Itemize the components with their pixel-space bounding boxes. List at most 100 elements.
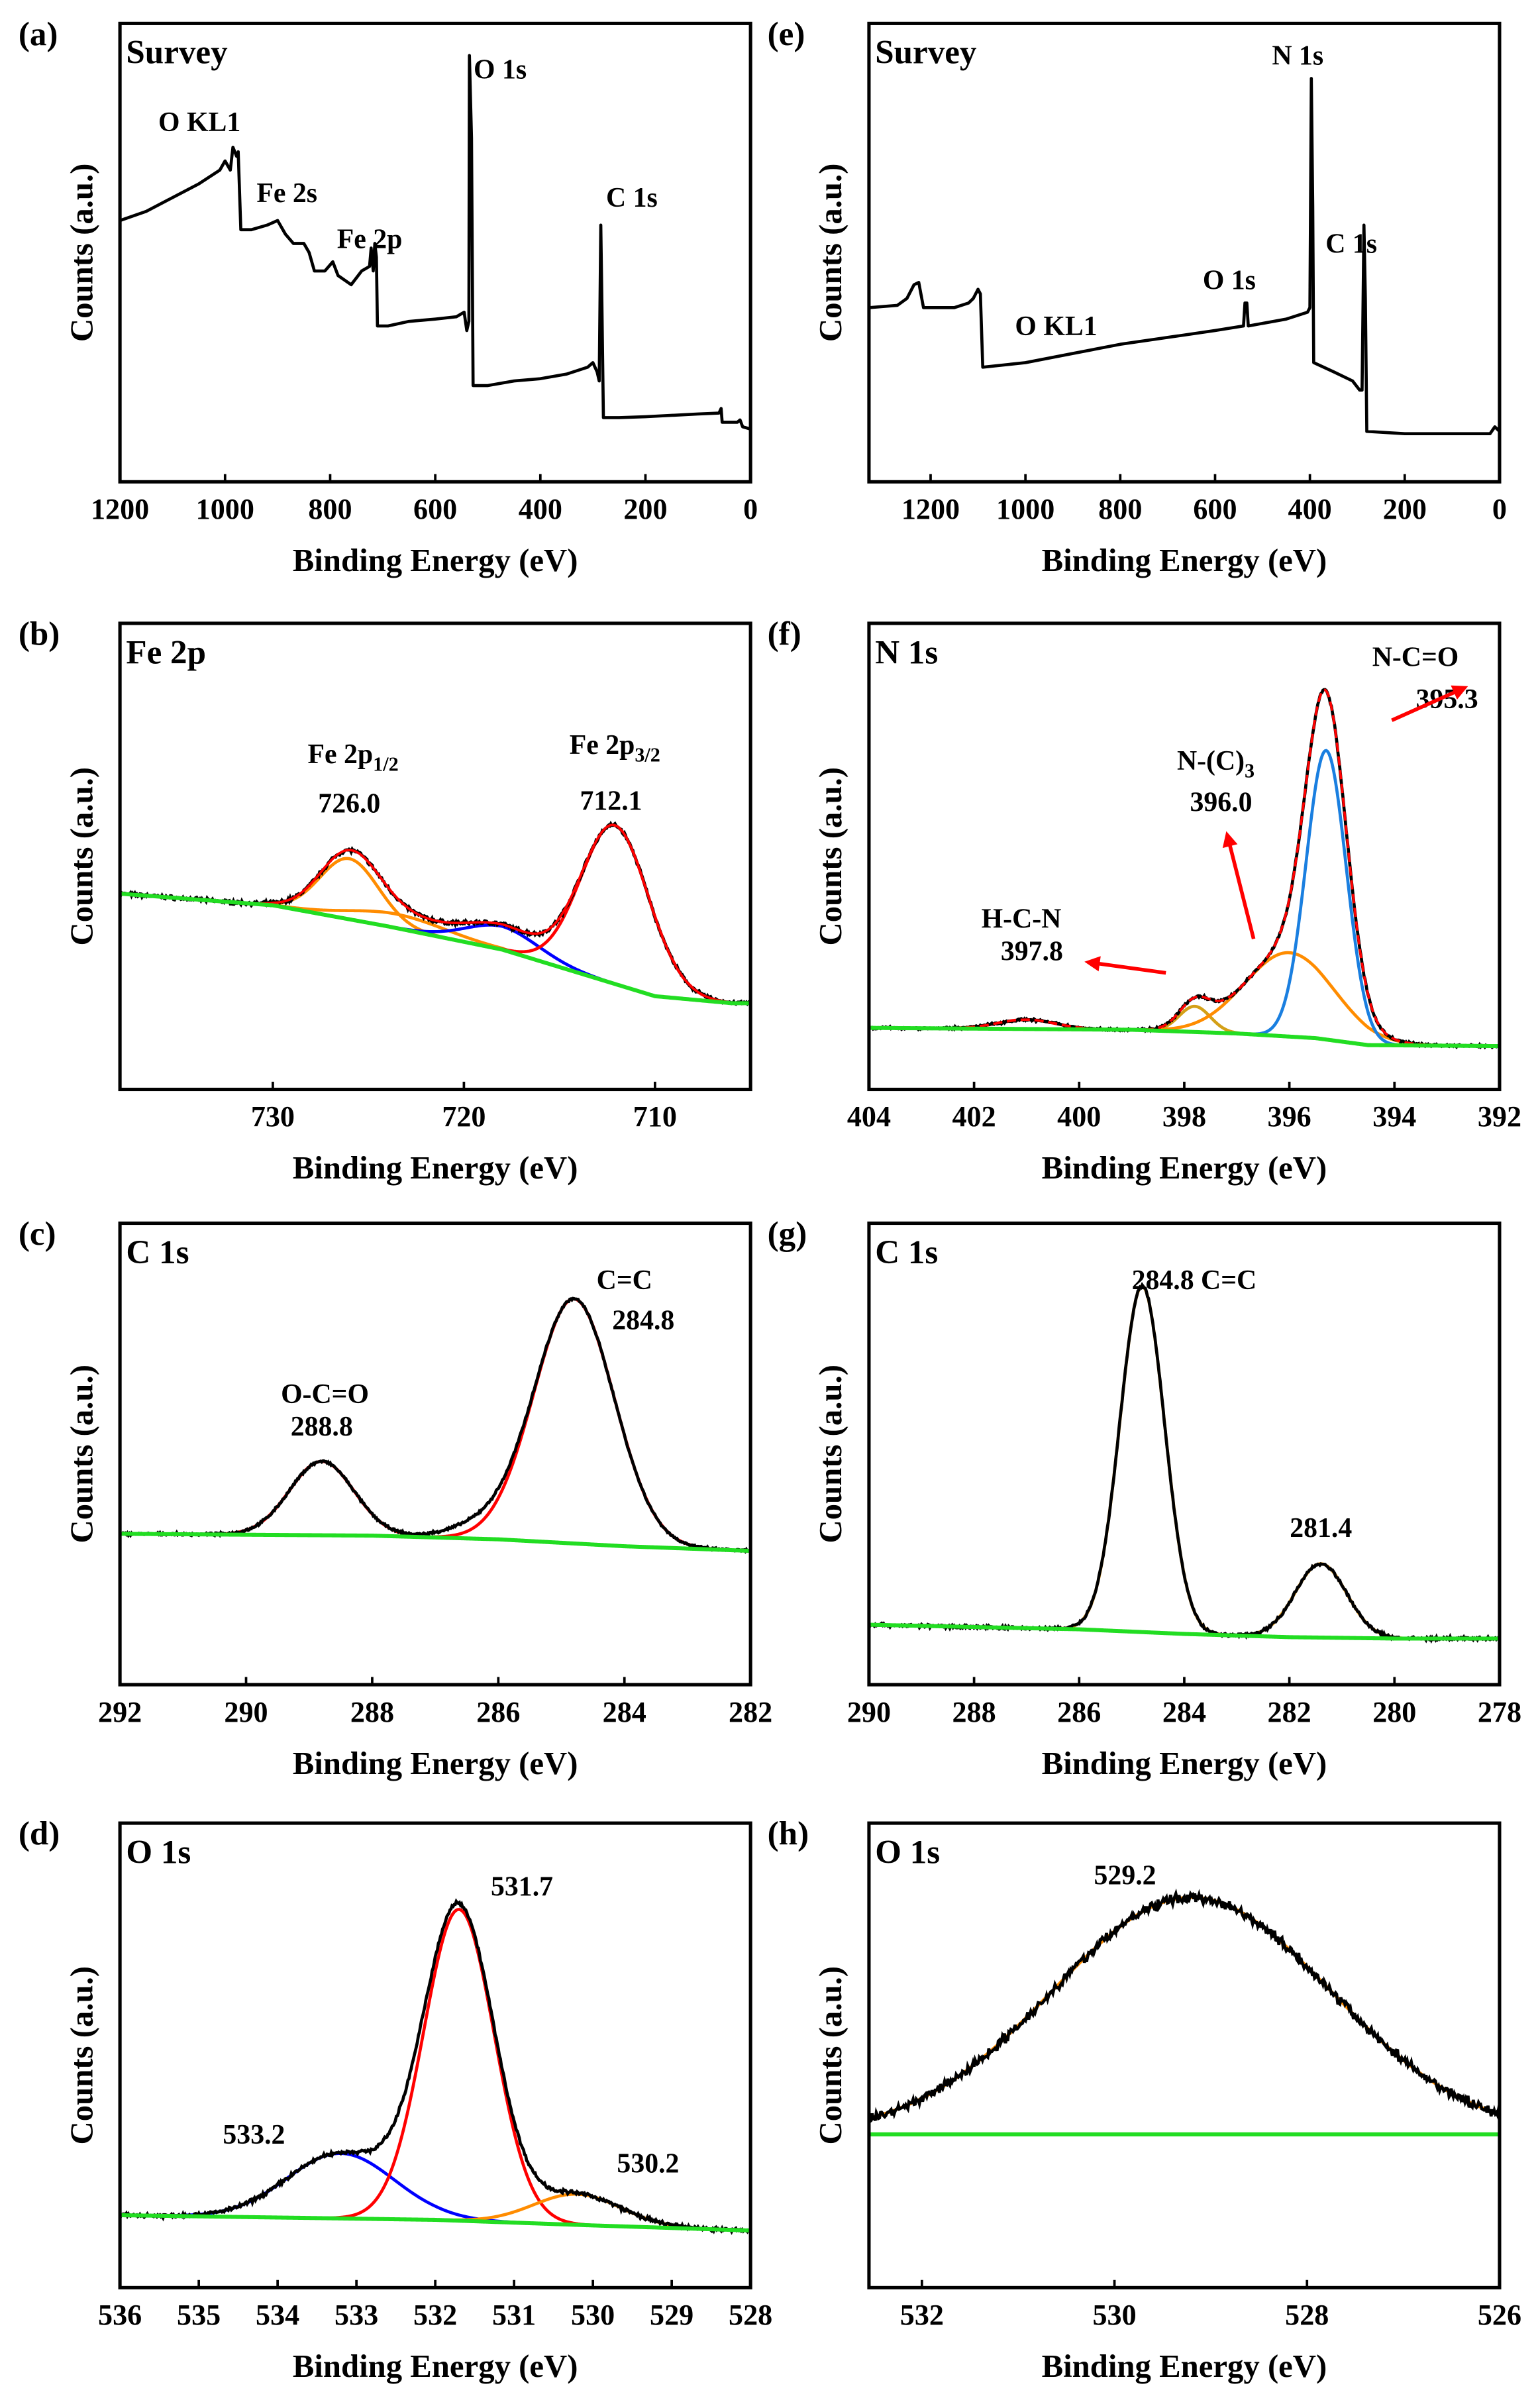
x-tick-label: 392 [1478, 1100, 1521, 1133]
peak-annotation: N-C=O [1372, 643, 1459, 673]
x-tick-label: 282 [729, 1696, 772, 1728]
fit-envelope-line [120, 823, 751, 1005]
fit-component-line [120, 823, 751, 1005]
peak-annotation: O KL1 [1015, 311, 1097, 342]
x-tick-label: 710 [633, 1100, 677, 1133]
x-tick-label: 288 [350, 1696, 394, 1728]
y-axis-title: Counts (a.u.) [813, 767, 848, 946]
plot-frame [118, 621, 752, 1092]
x-axis-title: Binding Energy (eV) [1042, 2348, 1327, 2384]
peak-annotation: 712.1 [580, 786, 642, 816]
plot-area [120, 54, 751, 431]
x-tick-label: 529 [650, 2299, 693, 2331]
experimental-spectrum-line [868, 1888, 1500, 2124]
x-tick-label: 528 [1285, 2299, 1329, 2331]
panel-h: 532 530 528 526 Binding Energy (eV) Counts (a… [768, 1815, 1521, 2384]
x-axis-title: Binding Energy (eV) [293, 1150, 578, 1186]
panel-title: Survey [875, 34, 977, 72]
x-tick-label: 536 [98, 2299, 142, 2331]
plot-frame [118, 21, 752, 484]
plot-frame [867, 621, 1502, 1092]
panel-title: Survey [126, 34, 228, 72]
peak-annotation: N-(C)3 [1177, 746, 1255, 782]
fit-component-line [120, 892, 751, 1005]
panel-g: 290 288 286 284 282 280 278 Binding Energy (eV)… [768, 1215, 1521, 1781]
plot-area [120, 1898, 751, 2235]
x-tick-label: 288 [952, 1696, 996, 1728]
plot-frame [867, 21, 1502, 484]
fit-component-line [120, 892, 751, 1005]
x-tick-label: 278 [1478, 1696, 1521, 1728]
panel-title: O 1s [126, 1833, 191, 1871]
panel-title: C 1s [126, 1233, 189, 1271]
experimental-spectrum-line [868, 1282, 1500, 1644]
peak-annotation: 396.0 [1190, 787, 1252, 817]
plot-area [120, 1296, 751, 1554]
x-axis-title: Binding Energy (eV) [293, 543, 578, 578]
x-tick-label: 535 [177, 2299, 221, 2331]
peak-annotation: Fe 2p3/2 [570, 730, 660, 766]
x-tick-label: 530 [1092, 2299, 1136, 2331]
x-tick-label: 290 [224, 1696, 268, 1728]
x-axis-title: Binding Energy (eV) [1042, 1150, 1327, 1186]
x-axis-title: Binding Energy (eV) [293, 1746, 578, 1781]
annotation-subscript: 3 [1245, 759, 1255, 782]
y-axis-title: Counts (a.u.) [813, 1365, 848, 1544]
fit-component-line [868, 749, 1500, 1048]
x-tick-label: 396 [1268, 1100, 1311, 1133]
peak-annotation: 288.8 [291, 1412, 353, 1442]
peak-annotation: Fe 2p [337, 224, 403, 254]
fit-envelope-line [868, 688, 1500, 1047]
panel-title: C 1s [875, 1233, 938, 1271]
x-tick-label: 284 [1162, 1696, 1206, 1728]
x-tick-label: 0 [1492, 493, 1507, 525]
x-tick-label: 1000 [196, 493, 254, 525]
x-tick-label: 292 [98, 1696, 142, 1728]
arrowhead-icon [1222, 831, 1238, 849]
experimental-spectrum-line [120, 1296, 751, 1554]
peak-annotation: 395.3 [1416, 684, 1478, 715]
x-tick-label: 1000 [996, 493, 1054, 525]
experimental-spectrum-line [868, 688, 1500, 1050]
annotation-arrow-line [1391, 689, 1458, 722]
x-tick-label: 284 [603, 1696, 646, 1728]
peak-annotation: C=C [597, 1265, 652, 1296]
panel-title: Fe 2p [126, 633, 206, 671]
fit-component-line [120, 1297, 751, 1553]
x-tick-label: 286 [1057, 1696, 1101, 1728]
annotation-arrow-line [1096, 961, 1166, 975]
x-tick-label: 400 [1288, 493, 1332, 525]
panel-label: (e) [768, 15, 805, 53]
x-tick-label: 532 [900, 2299, 944, 2331]
y-axis-title: Counts (a.u.) [64, 767, 99, 946]
x-tick-label: 534 [256, 2299, 299, 2331]
peak-annotation: 529.2 [1094, 1861, 1156, 1891]
y-axis-title: Counts (a.u.) [64, 1966, 99, 2145]
panel-b: 730 720 710 Binding Energy (eV) Counts (a.u.… [19, 615, 752, 1186]
x-tick-label: 280 [1372, 1696, 1416, 1728]
plot-area [868, 77, 1500, 435]
x-tick-label: 526 [1478, 2299, 1521, 2331]
peak-annotation: 533.2 [223, 2120, 285, 2150]
x-tick-label: 0 [743, 493, 758, 525]
annotation-subscript: 1/2 [373, 753, 399, 776]
arrowhead-icon [1084, 956, 1101, 972]
x-tick-label: 400 [519, 493, 562, 525]
x-tick-label: 282 [1268, 1696, 1311, 1728]
background-line [120, 892, 751, 1006]
peak-annotation: Fe 2p1/2 [307, 739, 398, 776]
y-axis-title: Counts (a.u.) [813, 164, 848, 342]
survey-spectrum-line [868, 77, 1500, 435]
background-line [868, 1622, 1500, 1641]
peak-annotation: O-C=O [281, 1379, 369, 1410]
peak-annotation: 281.4 [1290, 1513, 1352, 1544]
panel-label: (f) [768, 615, 801, 653]
x-axis-title: Binding Energy (eV) [1042, 1746, 1327, 1781]
survey-spectrum-line [120, 54, 751, 431]
x-axis-title: Binding Energy (eV) [293, 2348, 578, 2384]
x-tick-label: 530 [571, 2299, 615, 2331]
x-tick-label: 402 [952, 1100, 996, 1133]
experimental-spectrum-line [120, 1898, 751, 2235]
x-tick-label: 200 [623, 493, 667, 525]
